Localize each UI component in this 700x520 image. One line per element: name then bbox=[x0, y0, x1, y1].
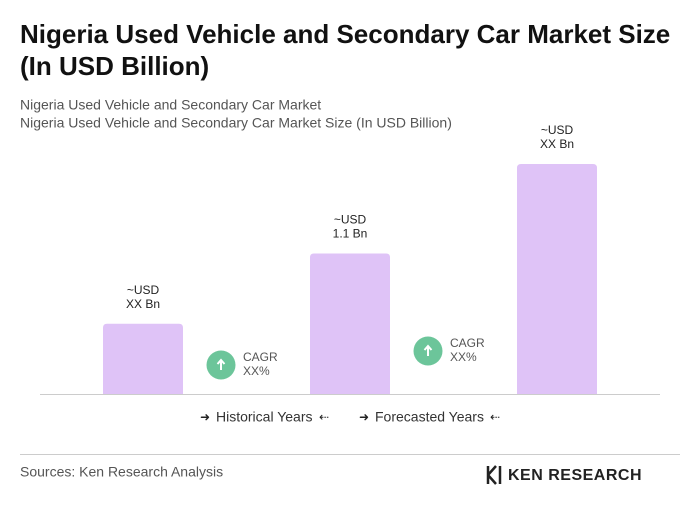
subtitle: Nigeria Used Vehicle and Secondary Car M… bbox=[20, 97, 321, 113]
cagr-label: CAGR bbox=[243, 350, 278, 364]
value-label: XX Bn bbox=[540, 137, 574, 151]
source: Sources: Ken Research Analysis bbox=[20, 464, 223, 480]
cagr-label: XX% bbox=[450, 350, 477, 364]
bar bbox=[103, 323, 183, 394]
legend-label: Forecasted Years bbox=[375, 409, 484, 425]
cagr-arrow bbox=[216, 358, 226, 370]
value-label: ~USD bbox=[127, 283, 160, 297]
chart-title: Nigeria Used Vehicle and Secondary Car M… bbox=[20, 19, 671, 81]
value-label: 1.1 Bn bbox=[333, 227, 368, 241]
cagr-arrow bbox=[423, 344, 433, 356]
legend-arrow: ➜ bbox=[359, 410, 369, 424]
logo: KEN RESEARCH bbox=[486, 465, 642, 485]
legend-arrow: ⇠ bbox=[319, 410, 329, 424]
logo-mark bbox=[486, 465, 502, 485]
logo-text: KEN RESEARCH bbox=[508, 467, 642, 484]
legend-label: Historical Years bbox=[216, 409, 313, 425]
legend: ➜ Historical Years ⇠ ➜ Forecasted Years … bbox=[200, 409, 500, 425]
legend-arrow: ⇠ bbox=[490, 410, 500, 424]
cagr-label: XX% bbox=[243, 364, 270, 378]
bar bbox=[310, 253, 390, 394]
value-label: XX Bn bbox=[126, 297, 160, 311]
subtitle: Nigeria Used Vehicle and Secondary Car M… bbox=[20, 115, 452, 131]
value-label: ~USD bbox=[541, 123, 574, 137]
cagr-label: CAGR bbox=[450, 336, 485, 350]
legend-arrow: ➜ bbox=[200, 410, 210, 424]
bar bbox=[517, 164, 597, 394]
value-label: ~USD bbox=[334, 213, 367, 227]
